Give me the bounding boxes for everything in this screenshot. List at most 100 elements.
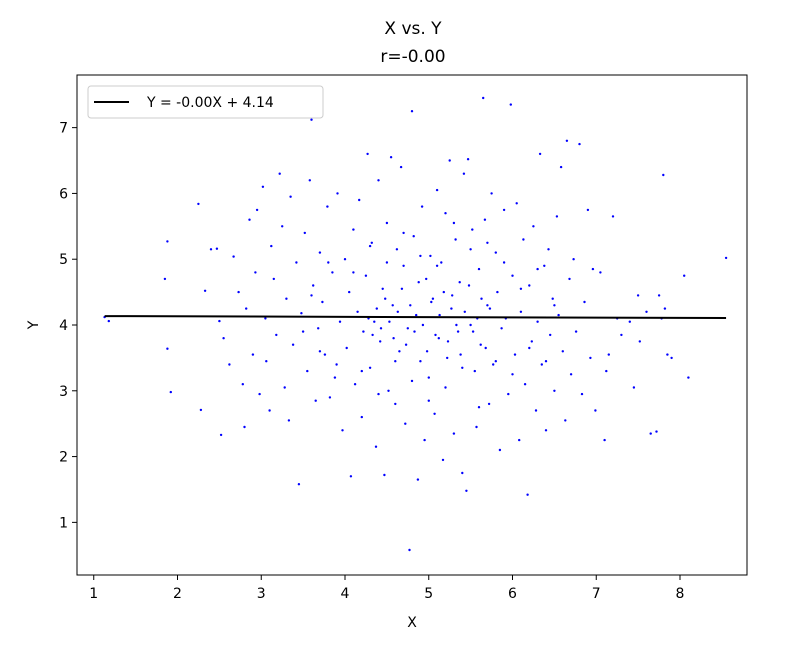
data-point <box>519 310 523 313</box>
data-point <box>479 343 482 346</box>
data-point <box>663 307 667 310</box>
data-point <box>561 350 564 353</box>
data-point <box>446 356 449 360</box>
data-point <box>331 271 334 274</box>
data-point <box>611 215 615 218</box>
data-point <box>572 258 575 261</box>
data-point <box>310 118 313 121</box>
data-point <box>557 313 560 317</box>
data-point <box>568 277 571 281</box>
legend-box <box>87 85 324 119</box>
data-point <box>289 195 292 198</box>
data-point <box>477 406 481 409</box>
y-axis-label: Y <box>26 320 42 330</box>
data-point <box>341 429 344 432</box>
data-point <box>469 323 472 327</box>
data-point <box>291 343 295 346</box>
y-tick-label: 2 <box>59 450 68 466</box>
data-point <box>336 192 339 195</box>
data-point <box>507 392 510 396</box>
data-point <box>594 409 597 412</box>
data-point <box>494 251 497 254</box>
data-point <box>384 297 387 300</box>
data-point <box>395 248 399 251</box>
data-point <box>303 231 306 235</box>
data-point <box>163 277 167 281</box>
data-point <box>166 347 169 350</box>
data-point <box>281 225 284 228</box>
data-point <box>628 320 631 323</box>
data-point <box>203 289 207 292</box>
data-point <box>312 284 315 287</box>
data-point <box>555 215 559 218</box>
data-point <box>638 340 641 343</box>
data-point <box>435 188 439 192</box>
data-point <box>459 353 462 356</box>
data-point <box>265 360 268 363</box>
data-point <box>251 353 255 356</box>
data-point <box>473 369 476 373</box>
data-point <box>261 185 265 188</box>
data-point <box>599 271 602 274</box>
data-point <box>362 330 365 333</box>
data-point <box>398 350 401 353</box>
data-point <box>477 267 481 271</box>
plot-frame <box>76 74 748 576</box>
data-point <box>300 312 303 315</box>
data-point <box>218 319 221 323</box>
data-point <box>379 340 382 343</box>
data-point <box>399 165 403 169</box>
data-point <box>463 310 466 313</box>
data-point <box>283 386 286 389</box>
data-point <box>419 360 422 363</box>
data-point <box>413 330 416 333</box>
data-point <box>222 337 225 340</box>
data-point <box>197 202 200 206</box>
data-point <box>356 310 359 313</box>
data-point <box>306 369 309 373</box>
data-point <box>287 419 291 422</box>
x-tick-label: 7 <box>592 586 601 602</box>
data-point <box>417 281 420 284</box>
data-point <box>578 142 581 146</box>
data-point <box>444 212 447 215</box>
data-point <box>519 287 523 290</box>
data-point <box>408 548 411 552</box>
data-point <box>451 294 454 297</box>
data-point <box>420 205 424 208</box>
data-point <box>368 244 372 248</box>
x-tick-label: 1 <box>89 586 98 602</box>
data-point <box>509 103 512 106</box>
data-point <box>327 261 330 264</box>
data-point <box>502 261 506 264</box>
data-point <box>683 274 686 277</box>
y-axis-ticks: 1 2 3 4 5 6 7 <box>59 121 77 531</box>
data-point <box>258 392 261 396</box>
data-point <box>394 360 397 363</box>
data-point <box>166 240 169 243</box>
data-point <box>430 300 433 304</box>
data-point <box>569 373 573 376</box>
data-point <box>448 159 451 162</box>
data-point <box>645 310 648 313</box>
data-point <box>421 323 425 327</box>
data-point <box>452 432 456 435</box>
data-point <box>248 218 251 221</box>
data-point <box>462 172 466 175</box>
fit-line-layer <box>104 315 727 320</box>
data-point <box>370 241 373 244</box>
data-point <box>416 478 420 481</box>
data-point <box>502 208 506 212</box>
data-point <box>385 221 389 225</box>
data-point <box>607 353 610 356</box>
data-point <box>377 392 380 396</box>
data-point <box>427 376 430 379</box>
data-point <box>360 415 363 419</box>
data-point <box>488 307 492 310</box>
data-point <box>374 445 378 448</box>
data-point <box>308 179 311 182</box>
data-point <box>410 379 414 383</box>
x-tick-label: 5 <box>424 586 433 602</box>
data-point <box>465 489 468 492</box>
